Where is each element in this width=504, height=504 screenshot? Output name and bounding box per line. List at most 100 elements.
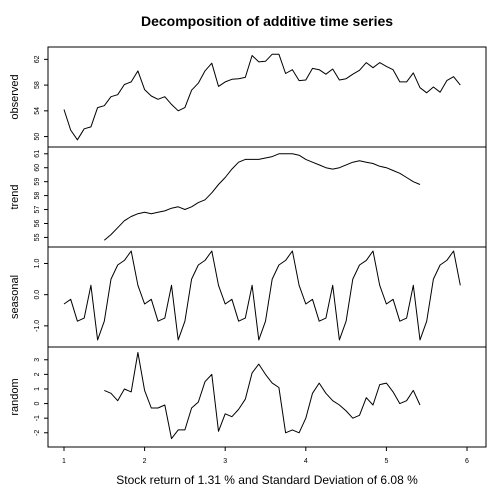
x-axis: 1 2 3 4 5 6 (62, 447, 469, 465)
data-point (104, 240, 105, 241)
data-point (164, 404, 165, 405)
data-point (339, 339, 340, 340)
data-point (332, 68, 333, 69)
y-tick-label: -1.0 (34, 320, 41, 332)
data-point (198, 202, 199, 203)
data-point (272, 279, 273, 280)
data-point (225, 177, 226, 178)
data-point (386, 303, 387, 304)
data-point (299, 155, 300, 156)
data-point (319, 383, 320, 384)
data-point (393, 391, 394, 392)
data-point (198, 264, 199, 265)
data-point (372, 250, 373, 251)
data-point (137, 285, 138, 286)
data-point (218, 285, 219, 286)
data-point (379, 285, 380, 286)
data-point (245, 159, 246, 160)
x-tick-label: 6 (465, 458, 469, 465)
data-point (419, 87, 420, 88)
data-point (110, 96, 111, 97)
data-point (191, 90, 192, 91)
y-tick-label: 3 (34, 358, 41, 362)
data-point (278, 387, 279, 388)
x-tick-label: 3 (223, 458, 227, 465)
y-tick-label: 59 (34, 178, 41, 186)
data-point (204, 70, 205, 71)
data-point (131, 250, 132, 251)
data-point (131, 216, 132, 217)
data-point (319, 164, 320, 165)
data-point (292, 250, 293, 251)
data-point (299, 432, 300, 433)
data-point (379, 166, 380, 167)
data-point (258, 364, 259, 365)
y-tick-label: -2 (34, 430, 41, 436)
data-point (379, 384, 380, 385)
data-point (164, 210, 165, 211)
data-point (157, 407, 158, 408)
data-point (312, 299, 313, 300)
data-point (117, 94, 118, 95)
data-point (124, 220, 125, 221)
data-point (419, 404, 420, 405)
y-tick-label: 1.0 (34, 259, 41, 269)
data-point (231, 299, 232, 300)
data-point (265, 321, 266, 322)
data-point (272, 54, 273, 55)
panel-label-random: random (9, 378, 21, 415)
data-point (245, 399, 246, 400)
data-point (225, 81, 226, 82)
y-tick-label: 58 (34, 192, 41, 200)
y-tick-label: 55 (34, 233, 41, 241)
data-point (372, 67, 373, 68)
data-point (386, 167, 387, 168)
data-point (406, 177, 407, 178)
data-point (359, 415, 360, 416)
data-point (285, 153, 286, 154)
data-point (117, 227, 118, 228)
data-point (70, 130, 71, 131)
data-point (184, 107, 185, 108)
y-tick-label: 0 (34, 402, 41, 406)
data-point (218, 86, 219, 87)
data-point (346, 410, 347, 411)
data-point (359, 264, 360, 265)
data-point (157, 99, 158, 100)
y-tick-label: 57 (34, 206, 41, 214)
x-tick-label: 2 (143, 458, 147, 465)
data-point (272, 156, 273, 157)
y-tick-label: 58 (34, 81, 41, 89)
data-point (151, 299, 152, 300)
data-point (104, 390, 105, 391)
panel-seasonal: -1.0 0.0 1.0 seasonal (9, 246, 487, 348)
data-point (305, 303, 306, 304)
data-point (144, 212, 145, 213)
y-tick-label: 54 (34, 107, 41, 115)
data-point (258, 339, 259, 340)
data-point (137, 352, 138, 353)
data-point (413, 181, 414, 182)
data-point (104, 321, 105, 322)
data-point (399, 81, 400, 82)
data-point (352, 162, 353, 163)
panels-group: 50 54 58 62 observed 55 56 57 58 59 60 61 trend -1.0 0… (9, 46, 487, 448)
data-point (325, 393, 326, 394)
data-point (312, 162, 313, 163)
data-point (124, 388, 125, 389)
data-point (151, 213, 152, 214)
data-point (299, 285, 300, 286)
data-point (90, 126, 91, 127)
data-point (110, 234, 111, 235)
data-point (265, 157, 266, 158)
series-line-random (104, 352, 421, 440)
data-point (386, 383, 387, 384)
data-point (319, 69, 320, 70)
chart-title: Decomposition of additive time series (141, 13, 393, 29)
data-point (305, 418, 306, 419)
data-point (332, 285, 333, 286)
data-point (305, 159, 306, 160)
data-point (312, 68, 313, 69)
panel-frame (47, 46, 487, 148)
